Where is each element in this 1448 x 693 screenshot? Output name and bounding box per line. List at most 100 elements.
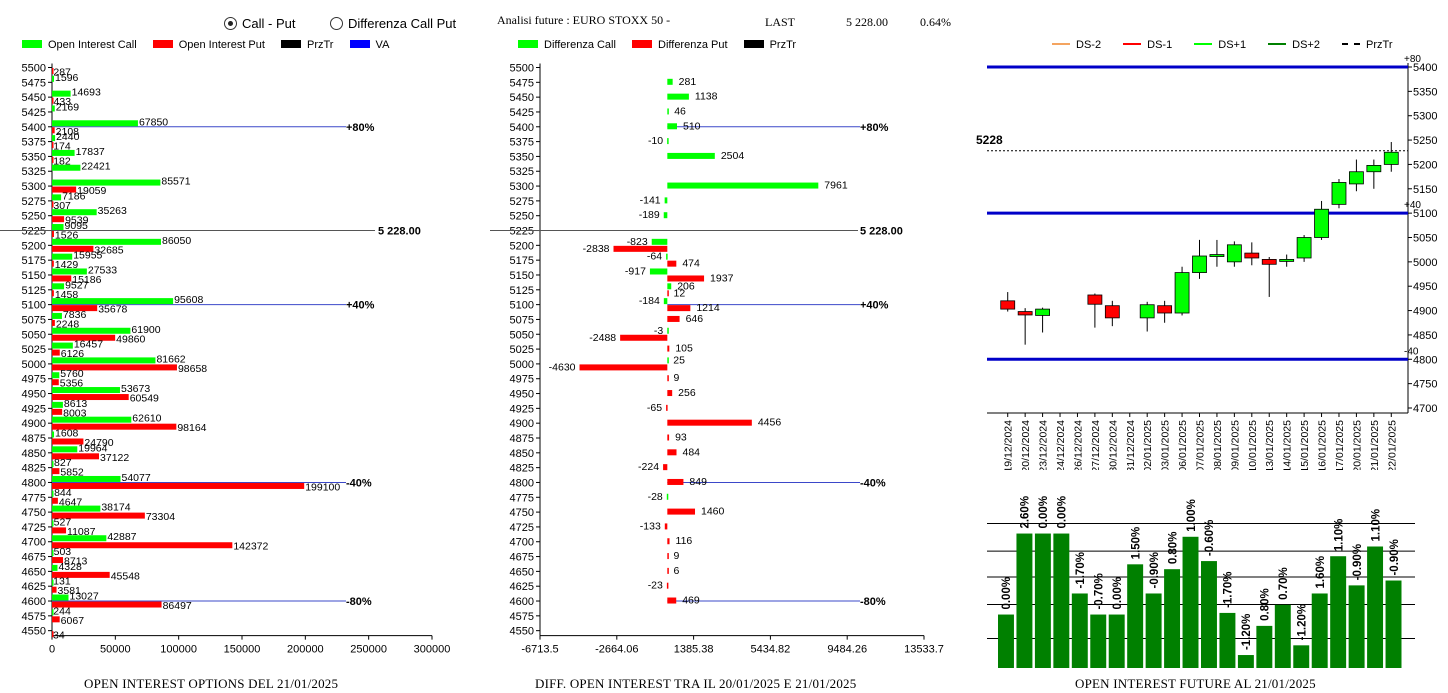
y-tick-label: 4800 [510,477,534,489]
put-bar [52,601,162,608]
put-value-label: 86497 [163,600,192,612]
y-tick-label: 5200 [510,240,534,252]
put-diff-label: 849 [689,476,707,488]
oi-change-label: 1.60% [1315,556,1327,589]
put-diff-bar [667,567,669,574]
put-diff-label: 1214 [696,302,720,314]
x-tick-label: 23/12/2024 [1038,420,1050,470]
prztr-label: 5 228.00 [378,226,421,238]
oi-change-bar [1145,593,1162,668]
put-diff-label: -133 [640,520,661,532]
put-diff-label: -224 [638,461,659,473]
put-bar [52,290,54,297]
put-bar [52,453,100,460]
last-value: 5 228.00 [846,15,888,29]
put-bar [52,557,64,564]
put-diff-label: 256 [678,387,696,399]
va-label: -40% [346,477,372,489]
call-value-label: 2440 [56,131,80,143]
x-tick-label: 30/12/2024 [1107,420,1119,470]
put-value-label: 199100 [305,481,340,493]
call-diff-bar [649,268,668,275]
call-bar [52,120,138,127]
put-value-label: 4647 [59,496,83,508]
put-diff-bar [667,275,705,282]
oi-change-bar [1237,655,1254,668]
oi-change-label: 1.10% [1333,519,1345,552]
call-value-label: 67850 [139,116,168,128]
call-bar [52,490,54,497]
call-value-label: 13027 [70,591,99,603]
call-diff-label: 25 [673,354,685,366]
call-bar [52,357,156,364]
call-bar [52,194,62,201]
radio-call-put[interactable]: Call - Put [224,16,295,31]
radio-call-put-label: Call - Put [242,16,296,31]
call-bar [52,401,63,408]
call-value-label: 27533 [88,264,117,276]
call-value-label: 1608 [55,428,79,440]
put-value-label: 8003 [63,407,87,419]
oi-change-label: -0.90% [1149,552,1161,588]
y-tick-label: 5100 [22,300,46,312]
x-tick-label: 17/01/2025 [1334,420,1346,470]
put-value-label: 60549 [130,393,159,405]
y-tick-label: 4575 [510,611,534,623]
put-diff-bar [667,375,669,382]
put-bar [52,260,54,267]
call-value-label: 15955 [73,250,102,262]
oi-change-label: 0.80% [1260,588,1272,621]
put-value-label: 11087 [67,526,96,538]
band-label: +40 [1404,200,1421,211]
x-tick-label: 250000 [350,644,387,656]
x-tick-label: 13533.7 [904,644,944,656]
put-value-label: 6067 [61,615,85,627]
put-bar [52,142,54,149]
put-diff-label: 6 [673,565,679,577]
future-candlestick-chart: 5400 5350 5300 5250 5200 5150 5100 5050 5000 4950… [976,54,1437,470]
radio-differenza[interactable]: Differenza Call Put [330,16,456,31]
call-value-label: 54077 [121,472,150,484]
call-bar [52,75,55,82]
x-tick-label: 03/01/2025 [1160,420,1172,470]
put-bar [52,275,72,282]
call-value-label: 61900 [131,324,160,336]
call-bar [52,283,65,290]
call-diff-label: 2504 [721,150,745,162]
call-value-label: 35263 [98,205,127,217]
y-tick-label: 5300 [22,181,46,193]
oi-change-bar [1127,564,1144,668]
put-value-label: 142372 [233,541,268,553]
call-value-label: 62610 [132,413,161,425]
diff-open-interest-chart: 5500 5475 5450 5425 5400 5375 5350 5325 5300 5275… [490,63,944,656]
y-tick-label: 4625 [22,581,46,593]
call-diff-label: -3 [654,325,663,337]
call-value-label: 17837 [76,146,105,158]
open-interest-options-chart: 5500547554505425540053755350532553005275… [0,63,450,656]
candle-body [1000,300,1016,310]
x-tick-label: 22/01/2025 [1386,420,1398,470]
candle-body [1349,171,1364,185]
put-diff-label: 1460 [701,506,725,518]
y-tick-label: 5475 [510,77,534,89]
put-bar [52,408,63,415]
put-bar [52,68,54,74]
y-tick-label: 5125 [22,285,46,297]
x-tick-label: 5434.82 [751,644,791,656]
y-tick-label: 5500 [510,63,534,75]
put-bar [52,364,177,371]
put-value-label: 98658 [178,363,207,375]
call-value-label: 53673 [121,383,150,395]
put-value-label: 2108 [56,126,80,138]
prztr-label: 5228 [976,133,1003,147]
y-tick-label: 4825 [510,463,534,475]
y-tick-label: 4600 [22,596,46,608]
x-tick-label: 26/12/2024 [1072,420,1084,470]
legend-item: Differenza Put [632,39,728,51]
oi-change-label: -0.70% [1094,573,1106,609]
oi-change-label: -1.20% [1241,614,1253,650]
oi-change-bar [1293,645,1310,668]
call-diff-bar [667,138,669,145]
x-tick-label: 150000 [224,644,261,656]
put-value-label: 182 [53,155,71,167]
